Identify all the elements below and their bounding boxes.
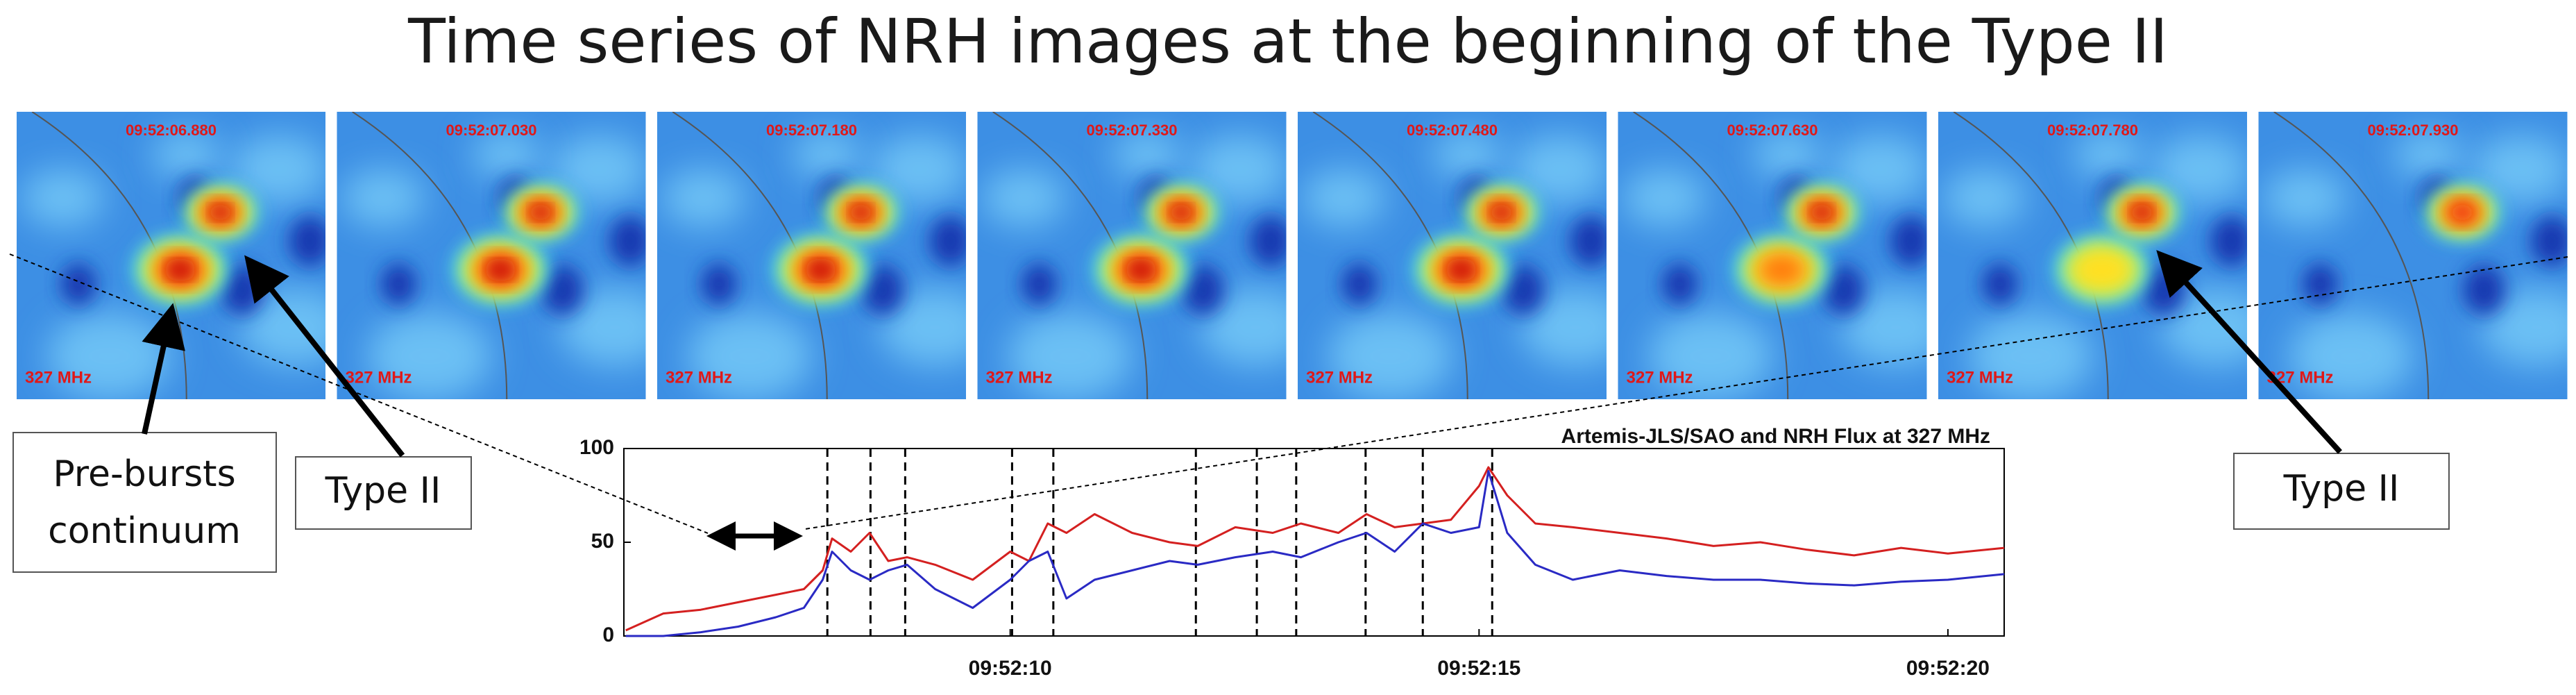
y-tick-label: 0 [602,623,614,646]
x-tick-label: 09:52:15 [1437,657,1520,680]
image-texture [1570,216,1612,266]
chart-title: Artemis-JLS/SAO and NRH Flux at 327 MHz [1561,425,1990,448]
image-texture [609,216,651,266]
panel-frequency: 327 MHz [25,368,92,387]
heat-blob [811,263,830,276]
heat-blob [1494,207,1509,217]
heat-blob [213,207,228,217]
image-texture [61,263,96,305]
flux-line [626,467,2004,630]
nrh-image: 09:52:07.180 327 MHz [657,112,991,400]
image-texture [2263,169,2346,227]
nrh-image: 09:52:07.330 327 MHz [978,112,1312,400]
image-texture [289,216,331,266]
callout-text: Type II [2283,468,2400,510]
image-texture [1182,265,1223,315]
y-tick-label: 50 [591,530,614,553]
panel-time: 09:52:07.330 [1087,122,1178,139]
panel-frequency: 327 MHz [1947,368,2013,387]
callout-text: Type II [325,470,441,512]
x-tick-label: 09:52:10 [969,657,1052,680]
nrh-image: 09:52:07.780 327 MHz [1938,112,2272,400]
image-texture [1822,265,1864,315]
panel-time: 09:52:06.880 [126,122,217,139]
image-texture [702,263,736,305]
callout-text: Pre-bursts [53,453,235,495]
panel-time: 09:52:07.180 [766,122,857,139]
heat-blob [1452,263,1471,276]
image-texture [2211,216,2253,266]
image-texture [662,169,745,227]
panel-time: 09:52:07.480 [1407,122,1498,139]
image-texture [1250,216,1291,266]
heat-blob [1174,207,1189,217]
heat-blob [1757,253,1806,287]
image-texture [2303,263,2338,305]
image-texture [1342,263,1377,305]
image-texture [382,263,416,305]
heat-blob [534,207,548,217]
panel-frequency: 327 MHz [346,368,412,387]
callout-text: continuum [48,510,241,552]
heat-blob [171,263,189,276]
flux-line [626,471,2004,636]
y-tick-label: 100 [579,436,614,459]
image-texture [1890,216,1932,266]
image-texture [930,216,972,266]
nrh-image: 09:52:07.030 327 MHz [337,112,671,400]
image-texture [1022,263,1057,305]
slide-title: Time series of NRH images at the beginni… [407,6,2168,77]
nrh-image: 09:52:07.630 327 MHz [1618,112,1952,400]
panel-time: 09:52:07.030 [446,122,537,139]
image-texture [862,265,904,315]
panel-frequency: 327 MHz [666,368,732,387]
x-tick-label: 09:52:20 [1906,657,1990,680]
heat-blob [2135,207,2149,217]
image-texture [1303,169,1386,227]
image-texture [1943,169,2026,227]
heat-blob [1815,207,1829,217]
image-texture [341,169,425,227]
panel-time: 09:52:07.780 [2047,122,2138,139]
panel-frequency: 327 MHz [986,368,1053,387]
image-texture [541,265,583,315]
heat-blob [2070,247,2133,292]
heat-blob [491,263,510,276]
nrh-image: 09:52:07.480 327 MHz [1298,112,1632,400]
nrh-image: 09:52:06.880 327 MHz [17,112,350,400]
image-texture [1622,169,1706,227]
panel-time: 09:52:07.930 [2368,122,2459,139]
image-texture [1663,263,1697,305]
panel-time: 09:52:07.630 [1727,122,1818,139]
heat-blob [1132,263,1151,276]
image-texture [1983,263,2017,305]
image-texture [1502,265,1544,315]
heat-blob [854,207,868,217]
image-texture [22,169,105,227]
panel-frequency: 327 MHz [1306,368,1373,387]
flux-chart: 0 50 100 09:52:10 09:52:15 09:52:20 Artemis-JL… [579,425,2004,680]
image-texture [982,169,1065,227]
panel-frequency: 327 MHz [1627,368,1693,387]
heat-blob [2449,203,2475,221]
